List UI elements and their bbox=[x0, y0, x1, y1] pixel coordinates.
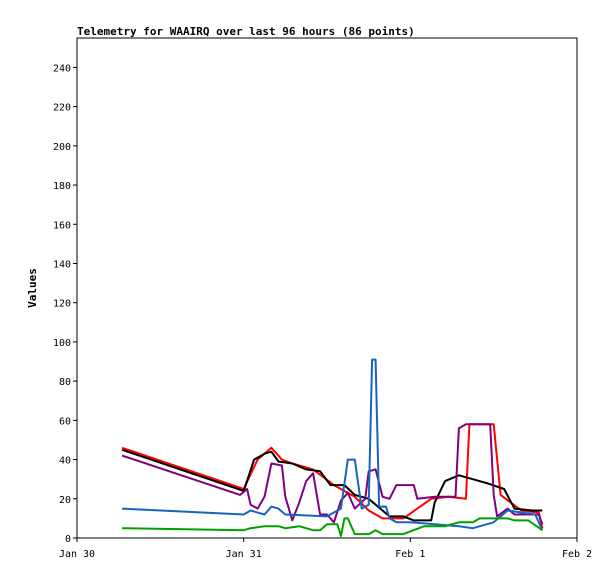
series-line-4 bbox=[122, 358, 544, 531]
series-group bbox=[121, 358, 544, 537]
y-tick-label: 200 bbox=[53, 142, 71, 153]
y-tick-label: 160 bbox=[53, 220, 71, 231]
series-line-5 bbox=[122, 517, 543, 537]
x-tick-label: Jan 31 bbox=[226, 549, 262, 560]
y-tick-label: 0 bbox=[65, 534, 71, 545]
x-tick-label: Feb 2 bbox=[562, 549, 592, 560]
chart-title: Telemetry for WAAIRQ over last 96 hours … bbox=[77, 25, 415, 38]
series-line-1 bbox=[121, 423, 544, 529]
y-tick-label: 140 bbox=[53, 259, 71, 270]
x-axis: Jan 30 Jan 31 Feb 1 Feb 2 bbox=[59, 538, 592, 560]
y-tick-label: 60 bbox=[59, 416, 71, 427]
y-tick-label: 80 bbox=[59, 377, 71, 388]
y-axis: 0 20 40 60 80 100 120 140 160 180 200 220 240 bbox=[53, 63, 77, 545]
y-tick-label: 240 bbox=[53, 63, 71, 74]
y-tick-label: 120 bbox=[53, 299, 71, 310]
plot-area bbox=[76, 37, 578, 539]
y-tick-label: 40 bbox=[59, 456, 71, 467]
y-axis-label: Values bbox=[26, 268, 39, 308]
y-tick-label: 180 bbox=[53, 181, 71, 192]
x-tick-label: Feb 1 bbox=[395, 549, 425, 560]
x-tick-label: Jan 30 bbox=[59, 549, 95, 560]
series-line-3 bbox=[121, 423, 544, 525]
y-tick-label: 220 bbox=[53, 103, 71, 114]
y-tick-label: 100 bbox=[53, 338, 71, 349]
y-tick-label: 20 bbox=[59, 495, 71, 506]
